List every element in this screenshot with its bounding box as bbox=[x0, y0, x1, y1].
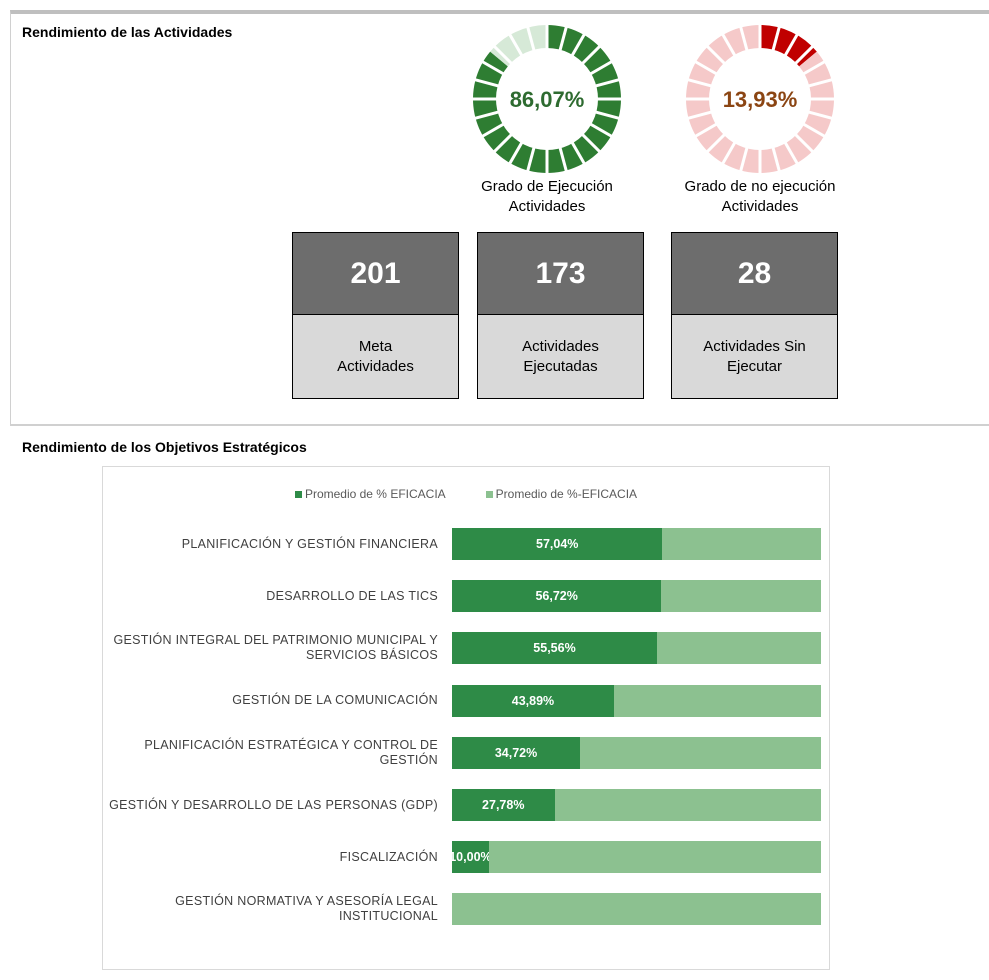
segment-gap bbox=[588, 59, 614, 76]
segment-gap bbox=[558, 25, 569, 53]
kpi-value: 201 bbox=[292, 232, 459, 314]
segment-gap bbox=[720, 140, 737, 166]
chart-frame bbox=[102, 466, 830, 970]
segment-gap bbox=[793, 44, 815, 66]
segment-gap bbox=[525, 25, 536, 53]
panel bbox=[10, 10, 989, 426]
bar bbox=[452, 841, 489, 874]
legend-item: Promedio de %-EFICACIA bbox=[485, 487, 638, 501]
section-title: Rendimiento de los Objetivos Estratégico… bbox=[22, 439, 307, 455]
segment-gap bbox=[806, 110, 834, 121]
segment-gap bbox=[806, 77, 834, 88]
bar bbox=[554, 789, 821, 821]
bar bbox=[657, 632, 821, 665]
legend-label: Promedio de % EFICACIA bbox=[304, 487, 446, 501]
bar-value-label: 10,00% bbox=[452, 850, 492, 865]
category-label: DESARROLLO DE LAS TICS bbox=[266, 588, 438, 603]
segment-gap bbox=[705, 132, 727, 154]
segment-gap bbox=[525, 145, 536, 173]
plot-area: 57,04% 56,72% 55,56% 43,89% 34,72% 27,78% 10,0… bbox=[452, 520, 832, 930]
segment-gap bbox=[507, 32, 524, 58]
bar-value-label: 56,72% bbox=[535, 589, 578, 604]
category-label: GESTIÓN DE LA COMUNICACIÓN bbox=[232, 693, 438, 708]
donut-caption: Grado de no ejecución Actividades bbox=[684, 178, 836, 215]
bar bbox=[452, 580, 662, 613]
kpi-label: Actividades Ejecutadas bbox=[477, 314, 644, 399]
segment-gap bbox=[593, 77, 621, 88]
segment-gap bbox=[588, 122, 614, 139]
segment-gap bbox=[693, 122, 719, 139]
bar-value-label: 57,04% bbox=[536, 537, 579, 551]
bar bbox=[452, 632, 658, 665]
category-label: GESTIÓN Y DESARROLLO DE LAS PERSONAS (GD… bbox=[109, 797, 438, 812]
bar bbox=[452, 893, 821, 926]
category-label: PLANIFICACIÓN ESTRATÉGICA Y CONTROL DE G… bbox=[144, 737, 438, 767]
legend-swatch bbox=[485, 490, 493, 498]
legend-swatch bbox=[294, 490, 302, 498]
bar bbox=[452, 736, 581, 769]
category-label: GESTIÓN INTEGRAL DEL PATRIMONIO MUNICIPA… bbox=[113, 633, 438, 663]
segment-gap bbox=[570, 32, 587, 58]
bar-value-label: 27,78% bbox=[482, 798, 525, 812]
segment-gap bbox=[686, 110, 714, 121]
segment-gap bbox=[705, 44, 727, 66]
segment-gap bbox=[473, 77, 501, 88]
segment-gap bbox=[492, 44, 514, 66]
bar-value-label: 34,72% bbox=[494, 745, 538, 760]
category-label: GESTIÓN NORMATIVA Y ASESORÍA LEGAL INSTI… bbox=[175, 894, 438, 924]
bar bbox=[452, 528, 663, 560]
donut-value-label: 86,07% bbox=[510, 87, 585, 112]
segment-gap bbox=[693, 59, 719, 76]
segment-gap bbox=[492, 132, 514, 154]
segment-gap bbox=[686, 77, 714, 88]
segment-gap bbox=[558, 145, 569, 173]
kpi-value: 173 bbox=[477, 232, 644, 314]
section-title: Rendimiento de las Actividades bbox=[22, 24, 233, 40]
bar bbox=[661, 580, 821, 613]
segment-gap bbox=[738, 25, 749, 53]
legend-label: Promedio de %-EFICACIA bbox=[495, 487, 638, 501]
bar bbox=[452, 684, 614, 717]
segment-gap bbox=[720, 32, 737, 58]
segment-gap bbox=[738, 145, 749, 173]
category-label: PLANIFICACIÓN Y GESTIÓN FINANCIERA bbox=[181, 536, 438, 551]
legend: Promedio de % EFICACIA Promedio de %-EFIC… bbox=[102, 487, 830, 501]
segment-gap bbox=[593, 110, 621, 121]
segment-gap bbox=[771, 25, 782, 53]
segment-gap bbox=[783, 140, 800, 166]
segment-gap bbox=[793, 132, 815, 154]
segment-gap bbox=[580, 44, 602, 66]
kpi-label: Meta Actividades bbox=[292, 314, 459, 399]
segment-gap bbox=[783, 32, 800, 58]
kpi-label: Actividades Sin Ejecutar bbox=[671, 314, 838, 399]
bar bbox=[662, 528, 821, 560]
segment-gap bbox=[473, 110, 501, 121]
bar-value-label: 43,89% bbox=[511, 693, 555, 708]
segment-gap bbox=[480, 122, 506, 139]
donut-caption: Grado de Ejecución Actividades bbox=[481, 178, 613, 215]
bar bbox=[488, 841, 821, 874]
bar-value-label: 55,56% bbox=[533, 641, 576, 656]
segment-gap bbox=[801, 122, 827, 139]
segment-gap bbox=[580, 132, 602, 154]
legend-item: Promedio de % EFICACIA bbox=[294, 487, 446, 501]
bar bbox=[452, 789, 555, 821]
bar bbox=[613, 684, 821, 717]
segment-gap bbox=[570, 140, 587, 166]
category-label: FISCALIZACIÓN bbox=[339, 849, 438, 864]
segment-gap bbox=[801, 59, 827, 76]
kpi-value: 28 bbox=[671, 232, 838, 314]
donuts: 86,07% 13,93% bbox=[471, 23, 836, 175]
segment-gap bbox=[480, 59, 506, 76]
segment-gap bbox=[771, 145, 782, 173]
donut-value-label: 13,93% bbox=[723, 87, 798, 112]
segment-gap bbox=[507, 140, 524, 166]
bar bbox=[580, 736, 821, 769]
